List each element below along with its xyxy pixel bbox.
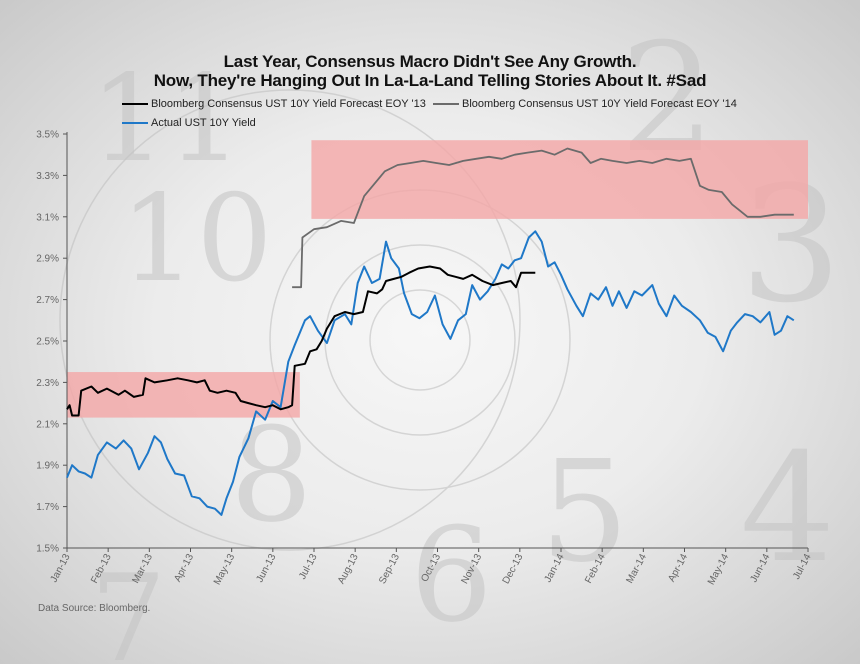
y-tick-label: 2.7% bbox=[36, 295, 59, 306]
highlight-bands bbox=[67, 140, 808, 418]
y-tick-label: 3.5% bbox=[36, 130, 59, 141]
y-tick-label: 1.5% bbox=[36, 544, 59, 555]
legend-item-forecast-13: Bloomberg Consensus UST 10Y Yield Foreca… bbox=[122, 98, 426, 110]
y-tick-label: 2.3% bbox=[36, 378, 59, 389]
svg-text:6: 6 bbox=[410, 499, 493, 651]
svg-text:7: 7 bbox=[90, 550, 166, 664]
x-tick-label: May-13 bbox=[212, 552, 238, 587]
x-tick-label: Apr-14 bbox=[666, 552, 690, 584]
y-tick-label: 3.3% bbox=[36, 171, 59, 182]
x-tick-label: Jan-14 bbox=[543, 552, 567, 585]
x-tick-label: Jul-14 bbox=[791, 552, 814, 582]
highlight-band-1 bbox=[311, 140, 808, 219]
y-tick-label: 2.5% bbox=[36, 337, 59, 348]
series-line-forecast-14 bbox=[292, 147, 794, 289]
svg-text:4: 4 bbox=[740, 422, 835, 596]
chart-title-line1: Last Year, Consensus Macro Didn't See An… bbox=[223, 52, 637, 71]
legend-swatch-actual bbox=[122, 122, 148, 125]
y-tick-label: 3.1% bbox=[36, 212, 59, 223]
x-tick-label: Aug-13 bbox=[336, 552, 361, 586]
x-tick-label: Jul-13 bbox=[297, 552, 320, 582]
y-tick-label: 1.9% bbox=[36, 461, 59, 472]
legend-item-forecast-14: Bloomberg Consensus UST 10Y Yield Foreca… bbox=[433, 98, 737, 110]
legend-item-actual: Actual UST 10Y Yield bbox=[122, 117, 256, 129]
series-line-forecast-13 bbox=[66, 265, 536, 417]
x-tick-label: Feb-14 bbox=[583, 552, 608, 586]
legend-label-forecast-14: Bloomberg Consensus UST 10Y Yield Foreca… bbox=[462, 98, 737, 110]
chart-title-line2: Now, They're Hanging Out In La-La-Land T… bbox=[153, 71, 707, 90]
x-tick-label: Dec-13 bbox=[501, 552, 526, 586]
legend-label-actual: Actual UST 10Y Yield bbox=[151, 117, 256, 129]
y-tick-label: 1.7% bbox=[36, 502, 59, 513]
x-tick-label: Feb-13 bbox=[89, 552, 114, 586]
x-tick-label: Jan-13 bbox=[49, 552, 73, 585]
x-tick-label: Mar-13 bbox=[130, 552, 155, 586]
x-tick-label: Mar-14 bbox=[624, 552, 649, 586]
svg-text:11: 11 bbox=[90, 50, 243, 189]
y-tick-label: 2.9% bbox=[36, 254, 59, 265]
x-tick-label: Nov-13 bbox=[459, 552, 484, 586]
x-tick-label: Jun-14 bbox=[748, 552, 772, 585]
svg-text:5: 5 bbox=[540, 431, 629, 594]
series-line-actual bbox=[66, 230, 795, 516]
svg-text:10: 10 bbox=[120, 170, 273, 309]
legend-swatch-forecast-14 bbox=[433, 103, 459, 106]
y-tick-label: 2.1% bbox=[36, 419, 59, 430]
legend-label-forecast-13: Bloomberg Consensus UST 10Y Yield Foreca… bbox=[151, 98, 426, 110]
data-source-note: Data Source: Bloomberg. bbox=[38, 603, 151, 614]
svg-text:8: 8 bbox=[230, 399, 313, 551]
x-tick-label: Oct-13 bbox=[419, 552, 443, 584]
series-lines bbox=[66, 147, 795, 516]
legend-swatch-forecast-13 bbox=[122, 103, 148, 106]
x-tick-label: Sep-13 bbox=[377, 552, 402, 586]
x-tick-label: Jun-13 bbox=[254, 552, 278, 585]
x-tick-label: Apr-13 bbox=[172, 552, 196, 584]
x-tick-label: May-14 bbox=[706, 552, 732, 587]
